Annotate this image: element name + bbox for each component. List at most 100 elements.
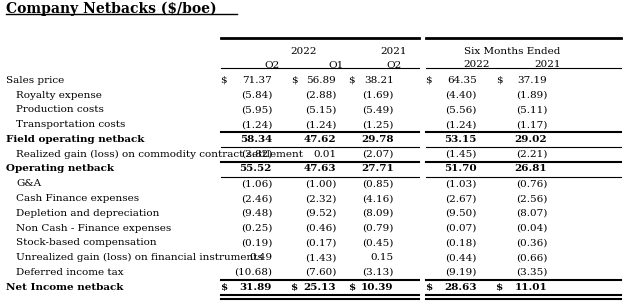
- Text: 55.52: 55.52: [239, 164, 272, 173]
- Text: 29.02: 29.02: [515, 135, 547, 144]
- Text: (2.67): (2.67): [445, 194, 477, 203]
- Text: (0.36): (0.36): [516, 238, 547, 247]
- Text: (0.18): (0.18): [445, 238, 477, 247]
- Text: (0.46): (0.46): [305, 224, 336, 233]
- Text: 2021: 2021: [534, 60, 561, 69]
- Text: Sales price: Sales price: [6, 76, 65, 85]
- Text: (8.07): (8.07): [516, 209, 547, 218]
- Text: (2.32): (2.32): [305, 194, 336, 203]
- Text: (5.11): (5.11): [516, 105, 547, 114]
- Text: 25.13: 25.13: [303, 283, 336, 292]
- Text: (10.68): (10.68): [234, 268, 272, 277]
- Text: (1.25): (1.25): [362, 120, 394, 129]
- Text: (5.15): (5.15): [305, 105, 336, 114]
- Text: 10.39: 10.39: [361, 283, 394, 292]
- Text: Field operating netback: Field operating netback: [6, 135, 145, 144]
- Text: (0.19): (0.19): [241, 238, 272, 247]
- Text: (0.44): (0.44): [445, 253, 477, 262]
- Text: $: $: [221, 76, 227, 85]
- Text: (1.24): (1.24): [445, 120, 477, 129]
- Text: 56.89: 56.89: [307, 76, 336, 85]
- Text: $: $: [348, 283, 355, 292]
- Text: Q1: Q1: [328, 60, 344, 69]
- Text: (5.56): (5.56): [445, 105, 477, 114]
- Text: Transportation costs: Transportation costs: [16, 120, 125, 129]
- Text: 28.63: 28.63: [444, 283, 477, 292]
- Text: 58.34: 58.34: [240, 135, 272, 144]
- Text: (3.35): (3.35): [516, 268, 547, 277]
- Text: (1.43): (1.43): [305, 253, 336, 262]
- Text: $: $: [291, 283, 298, 292]
- Text: Non Cash - Finance expenses: Non Cash - Finance expenses: [16, 224, 172, 233]
- Text: 31.89: 31.89: [239, 283, 272, 292]
- Text: 2022: 2022: [463, 60, 490, 69]
- Text: Production costs: Production costs: [16, 105, 104, 114]
- Text: Operating netback: Operating netback: [6, 164, 115, 173]
- Text: (4.16): (4.16): [362, 194, 394, 203]
- Text: (9.48): (9.48): [241, 209, 272, 218]
- Text: 71.37: 71.37: [243, 76, 272, 85]
- Text: (7.60): (7.60): [305, 268, 336, 277]
- Text: Depletion and depreciation: Depletion and depreciation: [16, 209, 159, 218]
- Text: 53.15: 53.15: [444, 135, 477, 144]
- Text: 0.15: 0.15: [371, 253, 394, 262]
- Text: $: $: [349, 76, 355, 85]
- Text: 2022: 2022: [291, 47, 317, 56]
- Text: (1.45): (1.45): [445, 150, 477, 159]
- Text: $: $: [496, 76, 502, 85]
- Text: $: $: [291, 76, 298, 85]
- Text: (0.45): (0.45): [362, 238, 394, 247]
- Text: (9.19): (9.19): [445, 268, 477, 277]
- Text: 2021: 2021: [380, 47, 407, 56]
- Text: (3.13): (3.13): [362, 268, 394, 277]
- Text: (1.00): (1.00): [305, 179, 336, 188]
- Text: 26.81: 26.81: [515, 164, 547, 173]
- Text: 38.21: 38.21: [364, 76, 394, 85]
- Text: (0.04): (0.04): [516, 224, 547, 233]
- Text: 29.78: 29.78: [361, 135, 394, 144]
- Text: (5.49): (5.49): [362, 105, 394, 114]
- Text: $: $: [495, 283, 502, 292]
- Text: Six Months Ended: Six Months Ended: [464, 47, 560, 56]
- Text: (0.25): (0.25): [241, 224, 272, 233]
- Text: (9.52): (9.52): [305, 209, 336, 218]
- Text: (0.76): (0.76): [516, 179, 547, 188]
- Text: Cash Finance expenses: Cash Finance expenses: [16, 194, 139, 203]
- Text: 64.35: 64.35: [447, 76, 477, 85]
- Text: (8.09): (8.09): [362, 209, 394, 218]
- Text: (0.79): (0.79): [362, 224, 394, 233]
- Text: (2.07): (2.07): [362, 150, 394, 159]
- Text: (1.24): (1.24): [305, 120, 336, 129]
- Text: (1.17): (1.17): [516, 120, 547, 129]
- Text: Q2: Q2: [264, 60, 280, 69]
- Text: Company Netbacks ($/boe): Company Netbacks ($/boe): [6, 2, 217, 16]
- Text: (2.88): (2.88): [305, 91, 336, 99]
- Text: Realized gain (loss) on commodity contract settlement: Realized gain (loss) on commodity contra…: [16, 150, 303, 159]
- Text: Net Income netback: Net Income netback: [6, 283, 124, 292]
- Text: $: $: [220, 283, 227, 292]
- Text: (5.95): (5.95): [241, 105, 272, 114]
- Text: Q2: Q2: [386, 60, 401, 69]
- Text: Unrealized gain (loss) on financial instruments: Unrealized gain (loss) on financial inst…: [16, 253, 263, 262]
- Text: (0.66): (0.66): [516, 253, 547, 262]
- Text: 47.63: 47.63: [303, 164, 336, 173]
- Text: (2.21): (2.21): [516, 150, 547, 159]
- Text: (2.46): (2.46): [241, 194, 272, 203]
- Text: Royalty expense: Royalty expense: [16, 91, 102, 99]
- Text: (9.50): (9.50): [445, 209, 477, 218]
- Text: (2.82): (2.82): [241, 150, 272, 159]
- Text: 47.62: 47.62: [303, 135, 336, 144]
- Text: Deferred income tax: Deferred income tax: [16, 268, 124, 277]
- Text: (2.56): (2.56): [516, 194, 547, 203]
- Text: (1.06): (1.06): [241, 179, 272, 188]
- Text: $: $: [426, 76, 432, 85]
- Text: 27.71: 27.71: [361, 164, 394, 173]
- Text: G&A: G&A: [16, 179, 41, 188]
- Text: (4.40): (4.40): [445, 91, 477, 99]
- Text: 51.70: 51.70: [444, 164, 477, 173]
- Text: Stock-based compensation: Stock-based compensation: [16, 238, 157, 247]
- Text: (1.69): (1.69): [362, 91, 394, 99]
- Text: (0.85): (0.85): [362, 179, 394, 188]
- Text: 37.19: 37.19: [518, 76, 547, 85]
- Text: (0.07): (0.07): [445, 224, 477, 233]
